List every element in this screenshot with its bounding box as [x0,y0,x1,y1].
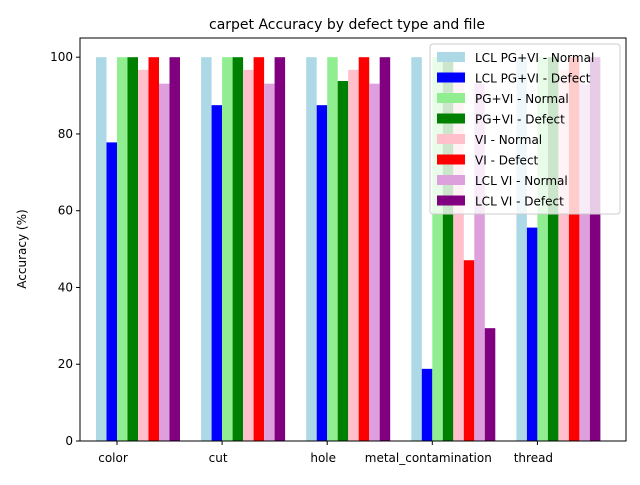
bar [96,57,107,441]
bar [589,57,601,441]
x-tick-label: thread [514,451,553,465]
bar [348,69,359,442]
bar [379,57,391,441]
axes-group: 0 20 40 60 80 100 color cut hole metal_contaminat… [50,37,627,465]
bar [274,57,286,441]
x-tick-label: metal_contamination [365,451,492,465]
bar [327,57,338,441]
bar [106,142,117,441]
y-tick-label: 20 [58,357,73,371]
bar [432,57,443,441]
legend-label: LCL VI - Defect [475,195,564,209]
bar [547,57,559,441]
legend-label: LCL PG+VI - Defect [475,72,591,86]
bar [211,105,223,442]
bar [232,57,244,441]
bar [463,260,475,441]
bar [306,57,317,441]
bar [201,57,212,441]
chart-title: carpet Accuracy by defect type and file [209,17,485,33]
bar [243,69,254,442]
bar [148,57,159,441]
legend-label: LCL VI - Normal [475,174,568,188]
bar [474,83,485,442]
y-tick-label: 100 [50,50,73,64]
legend-label: PG+VI - Normal [475,92,569,106]
y-tick-label: 60 [58,204,73,218]
y-axis-label: Accuracy (%) [15,209,29,288]
bars-group [96,57,601,442]
plot-frame [79,37,627,442]
legend-label: VI - Normal [475,133,542,147]
legend-box [429,43,621,215]
legend-label: PG+VI - Defect [475,113,565,127]
bar [516,57,527,441]
legend-swatch [437,154,465,165]
bar [138,69,149,442]
x-tick-label: cut [209,451,228,465]
legend-swatch [437,52,465,62]
legend-swatch [437,113,465,124]
bar [169,57,180,441]
legend-swatch [437,72,465,83]
legend-swatch [437,134,465,144]
bar [442,57,454,441]
bar [537,57,548,441]
bar [526,227,538,441]
bar [484,328,496,441]
legend-swatch [437,175,465,185]
y-tick-label: 0 [65,434,73,448]
legend-label: VI - Defect [475,154,539,168]
bar [159,83,170,442]
y-tick-label: 80 [58,127,73,141]
x-tick-label: hole [310,451,336,465]
bar [117,57,128,441]
bar [421,368,433,441]
bar [453,69,464,442]
x-tick-label: color [98,451,128,465]
bar [264,83,275,442]
bar [558,69,569,442]
bar [411,57,422,441]
legend-swatch [437,195,465,206]
bar [222,57,233,441]
bar [579,83,590,442]
bar [358,57,370,441]
bar [127,57,138,441]
bar [568,57,580,441]
legend: LCL PG+VI - Normal LCL PG+VI - Defect PG+V… [429,43,621,215]
bar [316,105,328,442]
legend-swatch [437,93,465,103]
bar [253,57,265,441]
y-tick-label: 40 [58,280,73,294]
bar [369,83,380,442]
legend-label: LCL PG+VI - Normal [475,51,594,65]
bar [337,80,349,442]
